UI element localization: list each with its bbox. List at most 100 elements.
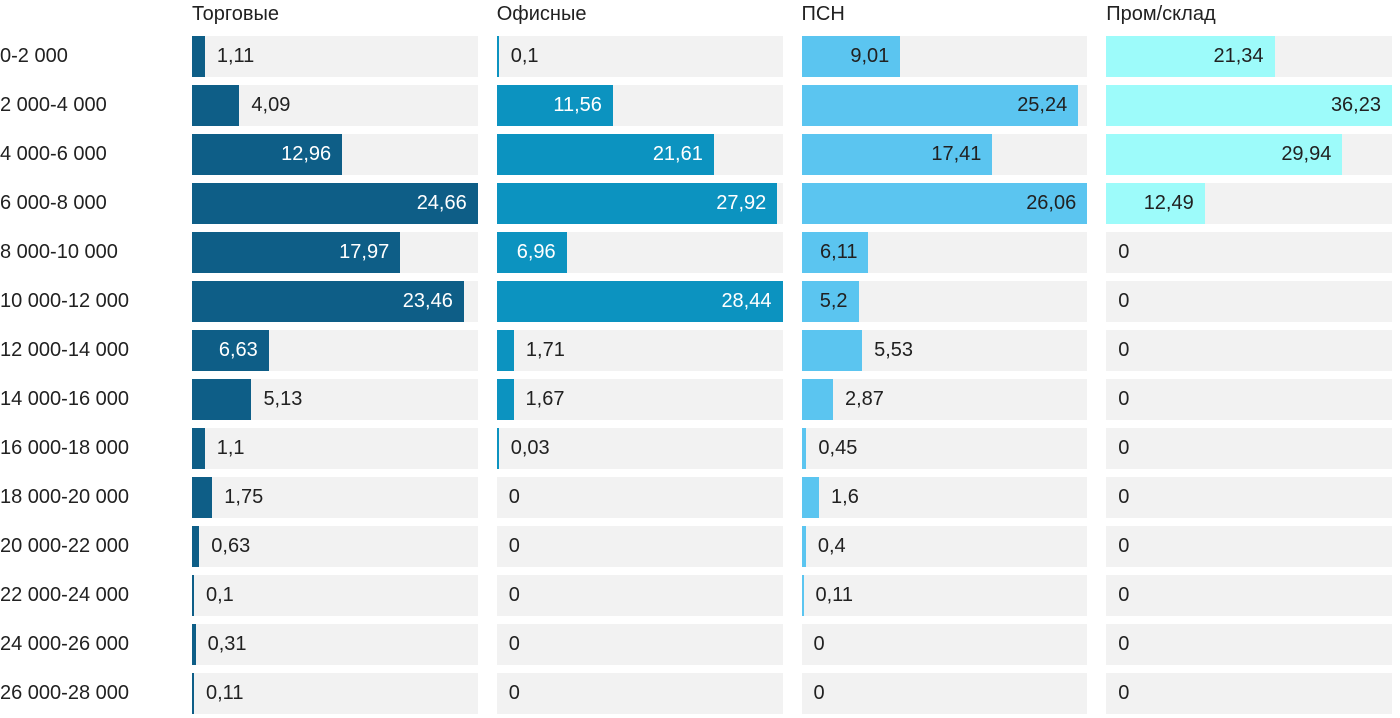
value-label: 4,09 [251, 94, 291, 116]
bar[interactable] [801, 526, 806, 567]
bar[interactable] [801, 330, 863, 371]
category-label: 4 000-6 000 [0, 143, 107, 165]
bar[interactable] [192, 477, 213, 518]
bar-track: 0 [496, 477, 783, 518]
value-label: 5,53 [874, 339, 914, 361]
bar-track: 11,56 [496, 85, 783, 126]
bar-track: 0 [496, 575, 783, 616]
value-label: 21,34 [1213, 45, 1264, 67]
bar-track: 0 [1106, 232, 1392, 273]
bar-track: 0 [801, 673, 1088, 714]
bar[interactable] [192, 281, 464, 322]
column-header-3: ПСН [801, 3, 845, 25]
bar[interactable] [192, 379, 252, 420]
bar[interactable] [801, 379, 833, 420]
bar[interactable] [192, 575, 194, 616]
bar[interactable] [801, 36, 901, 77]
bar[interactable] [496, 232, 567, 273]
bar[interactable] [192, 624, 196, 665]
bar-track: 1,71 [496, 330, 783, 371]
value-label: 0 [813, 682, 825, 704]
bar-track: 27,92 [496, 183, 783, 224]
bar[interactable] [192, 85, 240, 126]
bar-track: 0 [1106, 477, 1392, 518]
bar[interactable] [801, 281, 859, 322]
bar-track: 36,23 [1106, 85, 1392, 126]
value-label: 5,13 [263, 388, 303, 410]
bar[interactable] [192, 673, 194, 714]
bar-track: 0,1 [192, 575, 478, 616]
bar[interactable] [801, 232, 869, 273]
bar-track: 17,41 [801, 134, 1088, 175]
bar[interactable] [192, 428, 205, 469]
value-label: 0 [1118, 682, 1130, 704]
bar-track: 2,87 [801, 379, 1088, 420]
bar-track: 5,13 [192, 379, 478, 420]
bar[interactable] [192, 526, 200, 567]
category-label: 12 000-14 000 [0, 339, 130, 361]
value-label: 0,63 [211, 535, 251, 557]
value-label: 0 [1118, 584, 1130, 606]
value-label: 1,6 [831, 486, 859, 508]
category-label: 2 000-4 000 [0, 94, 107, 116]
bar[interactable] [1106, 134, 1343, 175]
bar[interactable] [496, 428, 499, 469]
value-label: 6,96 [516, 241, 556, 263]
bar[interactable] [496, 183, 778, 224]
value-label: 21,61 [652, 143, 703, 165]
bar[interactable] [496, 330, 514, 371]
bar-track: 1,11 [192, 36, 478, 77]
value-label: 1,1 [216, 437, 245, 459]
value-label: 0 [1118, 339, 1130, 361]
column-header-1: Торговые [192, 3, 280, 25]
bar[interactable] [801, 575, 804, 616]
bar[interactable] [801, 477, 820, 518]
value-label: 1,67 [525, 388, 565, 410]
bar-track: 1,75 [192, 477, 478, 518]
value-label: 11,56 [553, 94, 602, 116]
bar[interactable] [192, 183, 478, 224]
value-label: 6,11 [820, 241, 858, 263]
category-label: 8 000-10 000 [0, 241, 118, 263]
column-header-4: Пром/склад [1106, 3, 1216, 25]
bar[interactable] [1106, 36, 1275, 77]
value-label: 17,97 [339, 241, 390, 263]
bar-track: 0 [1106, 575, 1392, 616]
bar[interactable] [496, 134, 714, 175]
value-label: 1,75 [224, 486, 264, 508]
category-label: 10 000-12 000 [0, 290, 130, 312]
bar[interactable] [801, 183, 1088, 224]
bar-track: 0 [496, 624, 783, 665]
bar[interactable] [496, 36, 499, 77]
bar-track: 0 [496, 526, 783, 567]
bar[interactable] [1106, 85, 1392, 126]
value-label: 5,2 [819, 290, 848, 312]
bar-track: 0 [1106, 428, 1392, 469]
bar[interactable] [192, 330, 269, 371]
value-label: 0,1 [510, 45, 539, 67]
bar[interactable] [801, 428, 807, 469]
bar[interactable] [496, 85, 613, 126]
bar[interactable] [1106, 183, 1205, 224]
bar[interactable] [192, 232, 401, 273]
bar[interactable] [801, 134, 993, 175]
bar[interactable] [192, 36, 205, 77]
value-label: 27,92 [716, 192, 767, 214]
value-label: 0,11 [815, 584, 853, 606]
value-label: 1,11 [216, 45, 255, 67]
category-label: 0-2 000 [0, 45, 68, 67]
value-label: 0,4 [817, 535, 846, 557]
value-label: 9,01 [850, 45, 890, 67]
bar[interactable] [801, 85, 1079, 126]
value-label: 12,49 [1143, 192, 1194, 214]
value-label: 12,96 [281, 143, 332, 165]
bar-track: 0,11 [801, 575, 1088, 616]
bar-track: 6,63 [192, 330, 478, 371]
corner-spacer [0, 0, 173, 28]
bar[interactable] [496, 379, 514, 420]
category-label: 16 000-18 000 [0, 437, 130, 459]
bar-track: 24,66 [192, 183, 478, 224]
value-label: 0,11 [206, 682, 244, 704]
bar[interactable] [496, 281, 783, 322]
bar[interactable] [192, 134, 343, 175]
